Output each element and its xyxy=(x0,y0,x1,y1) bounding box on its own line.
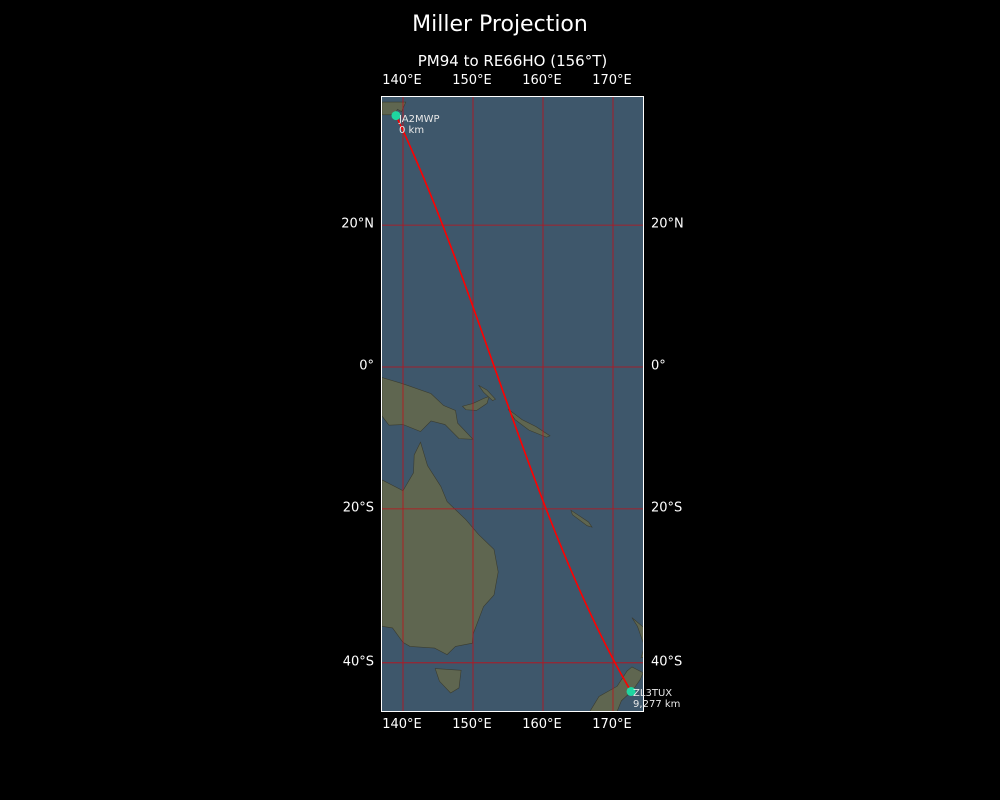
land-japan xyxy=(382,101,407,116)
lon-tick-bottom: 140°E xyxy=(382,717,422,732)
lon-tick-top: 160°E xyxy=(522,73,562,88)
lat-tick-right: 20°N xyxy=(651,216,684,232)
land-nz-north xyxy=(631,617,643,659)
end-marker xyxy=(626,686,636,696)
land-new-guinea xyxy=(382,377,474,440)
lat-tick-left: 20°S xyxy=(342,500,374,516)
start-marker xyxy=(391,111,401,121)
lon-tick-top: 140°E xyxy=(382,73,422,88)
start-label: JA2MWP 0 km xyxy=(399,114,440,136)
land-nz-south xyxy=(589,666,643,711)
lon-tick-bottom: 150°E xyxy=(452,717,492,732)
lon-tick-bottom: 160°E xyxy=(522,717,562,732)
map-plot: JA2MWP 0 km xyxy=(381,96,644,712)
land-new-caledonia xyxy=(570,509,593,528)
lat-tick-left: 40°S xyxy=(342,654,374,670)
figure-title: Miller Projection xyxy=(412,12,588,37)
land-tasmania xyxy=(434,668,462,694)
map-subtitle: PM94 to RE66HO (156°T) xyxy=(417,52,608,70)
start-distance: 0 km xyxy=(399,124,425,136)
start-callsign: JA2MWP xyxy=(399,113,440,125)
map-canvas xyxy=(382,97,643,711)
lon-tick-top: 150°E xyxy=(452,73,492,88)
lat-tick-left: 0° xyxy=(359,358,374,374)
land-australia xyxy=(382,441,499,655)
land-new-britain xyxy=(461,395,490,411)
lat-tick-right: 40°S xyxy=(651,654,683,670)
great-circle-path xyxy=(395,115,632,692)
lon-tick-top: 170°E xyxy=(592,73,632,88)
end-distance: 9,277 km xyxy=(633,699,681,711)
land-solomons xyxy=(507,408,551,438)
end-callsign: ZL3TUX xyxy=(633,688,673,700)
end-label: ZL3TUX 9,277 km xyxy=(633,688,680,710)
lat-tick-left: 20°N xyxy=(341,216,374,232)
land-new-ireland xyxy=(478,384,496,401)
lon-tick-bottom: 170°E xyxy=(592,717,632,732)
lat-tick-right: 0° xyxy=(651,358,666,374)
lat-tick-right: 20°S xyxy=(651,500,683,516)
